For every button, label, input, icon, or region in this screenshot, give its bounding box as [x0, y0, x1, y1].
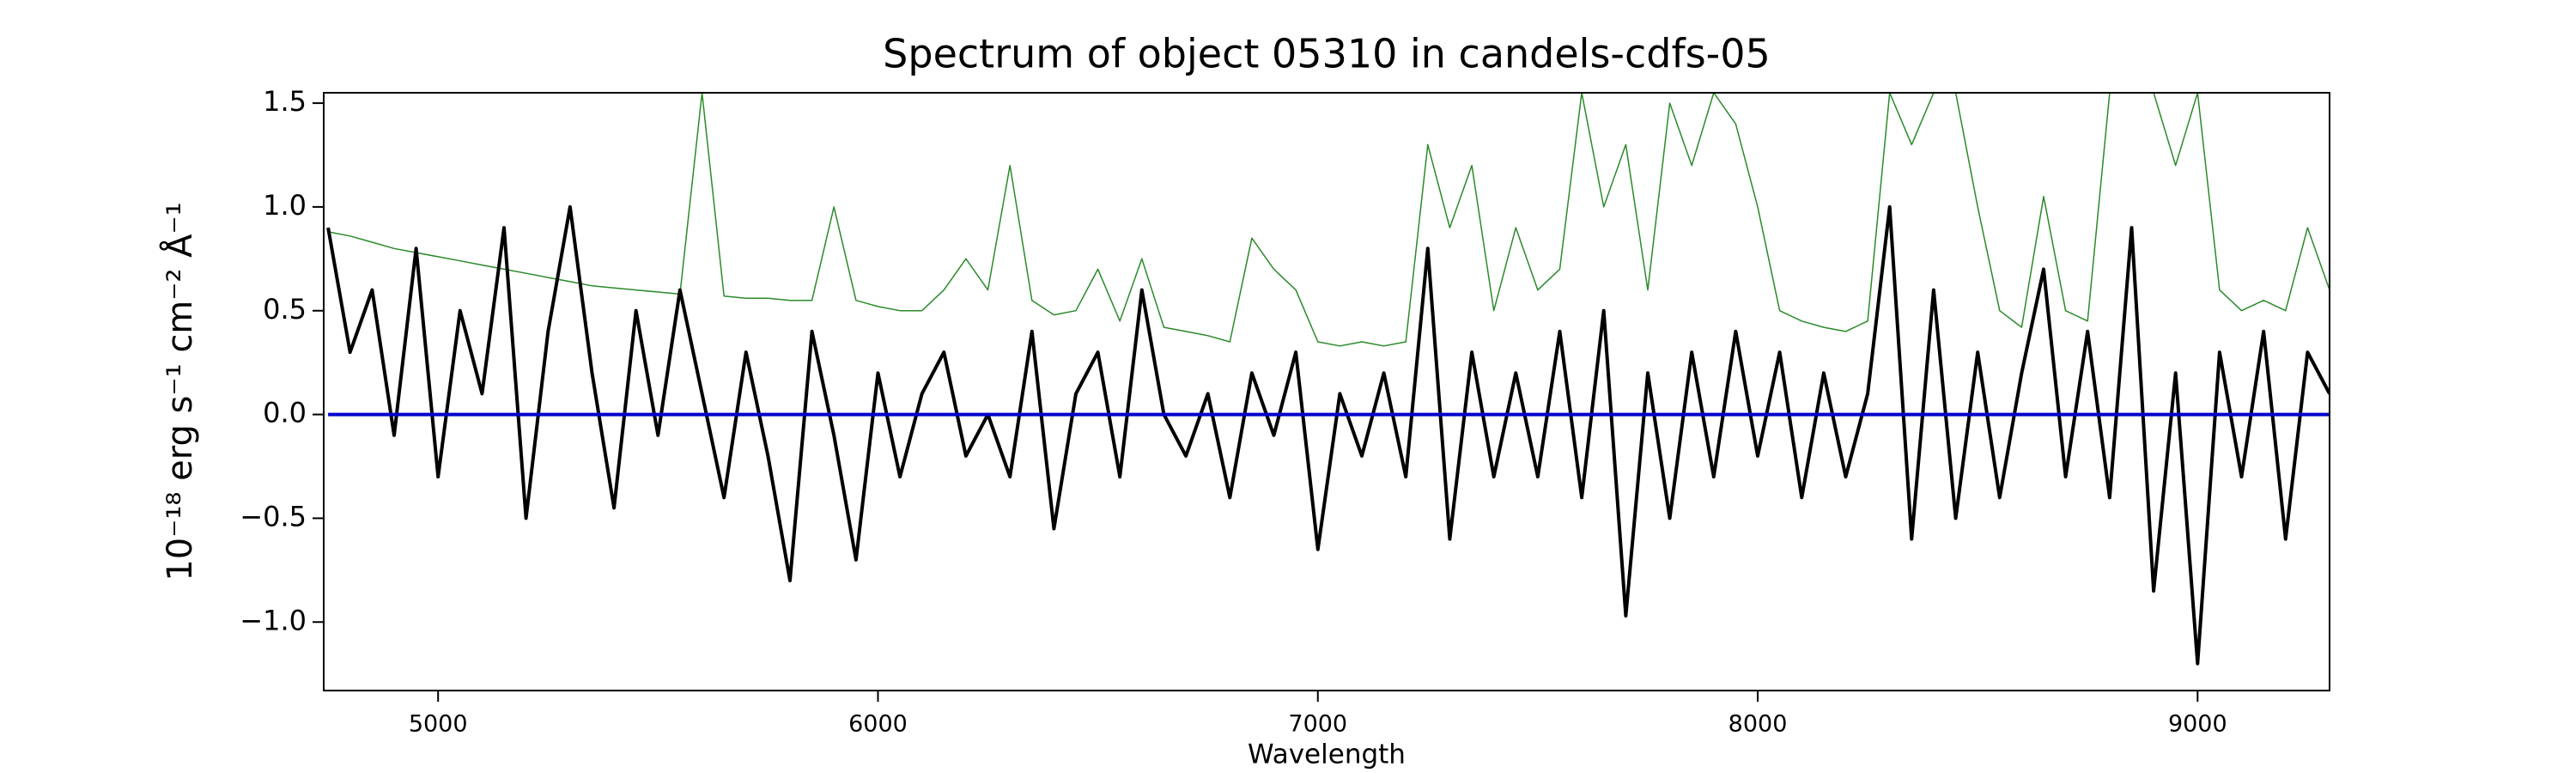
y-tick-label: −1.0	[240, 604, 307, 636]
y-tick-label: 1.0	[263, 189, 307, 222]
x-tick-label: 9000	[2168, 711, 2227, 738]
x-axis-label: Wavelength	[1248, 740, 1406, 770]
y-tick-label: 1.5	[263, 85, 307, 118]
axes-frame	[323, 92, 2330, 691]
x-tick-label: 6000	[848, 711, 908, 738]
y-axis-label: 10⁻¹⁸ erg s⁻¹ cm⁻² Å⁻¹	[159, 202, 200, 581]
x-tick-label: 8000	[1728, 711, 1788, 738]
plot-area	[326, 93, 2330, 666]
series-line	[327, 93, 2330, 347]
y-tick-label: 0.5	[263, 293, 307, 326]
chart-title: Spectrum of object 05310 in candels-cdfs…	[883, 31, 1771, 77]
x-tick-label: 5000	[409, 711, 468, 738]
x-tick-label: 7000	[1288, 711, 1347, 738]
y-tick-label: −0.5	[240, 500, 307, 533]
series-line	[326, 204, 2330, 666]
y-tick-label: 0.0	[263, 397, 307, 429]
